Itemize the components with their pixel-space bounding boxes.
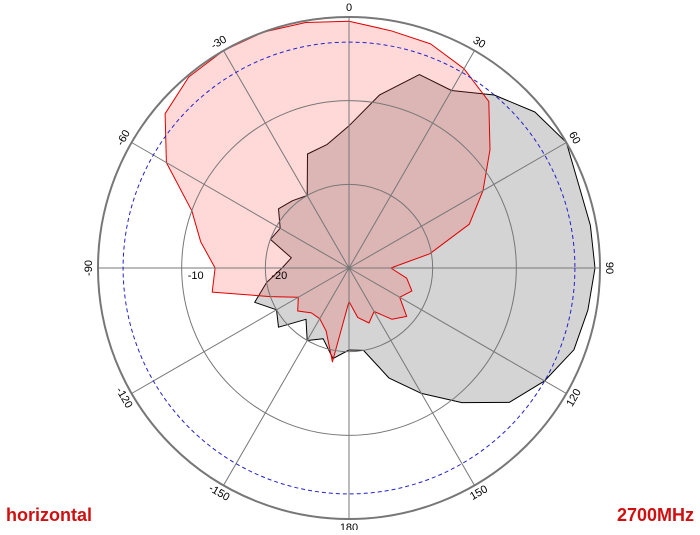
angle-label: 60	[566, 130, 583, 147]
spoke	[131, 267, 350, 394]
corner-label: 2700MHz	[617, 505, 694, 525]
angle-label: 90	[603, 262, 615, 274]
angle-label: 0	[346, 2, 352, 14]
r-tick-label: -20	[271, 270, 287, 282]
angle-label: -90	[83, 260, 95, 276]
spoke	[348, 142, 567, 269]
angle-label: -150	[207, 482, 232, 503]
r-tick-label: -10	[188, 270, 204, 282]
outer-ring	[97, 16, 601, 520]
corner-label: horizontal	[6, 505, 92, 525]
spoke	[348, 50, 475, 269]
spoke	[131, 142, 350, 269]
spoke	[223, 267, 350, 486]
angle-label: 180	[340, 522, 358, 530]
reference-circle	[122, 41, 576, 495]
spoke	[348, 267, 567, 394]
spoke	[223, 50, 350, 269]
spoke	[348, 267, 475, 486]
angle-label: 30	[471, 34, 488, 51]
angle-label: -120	[113, 385, 134, 410]
